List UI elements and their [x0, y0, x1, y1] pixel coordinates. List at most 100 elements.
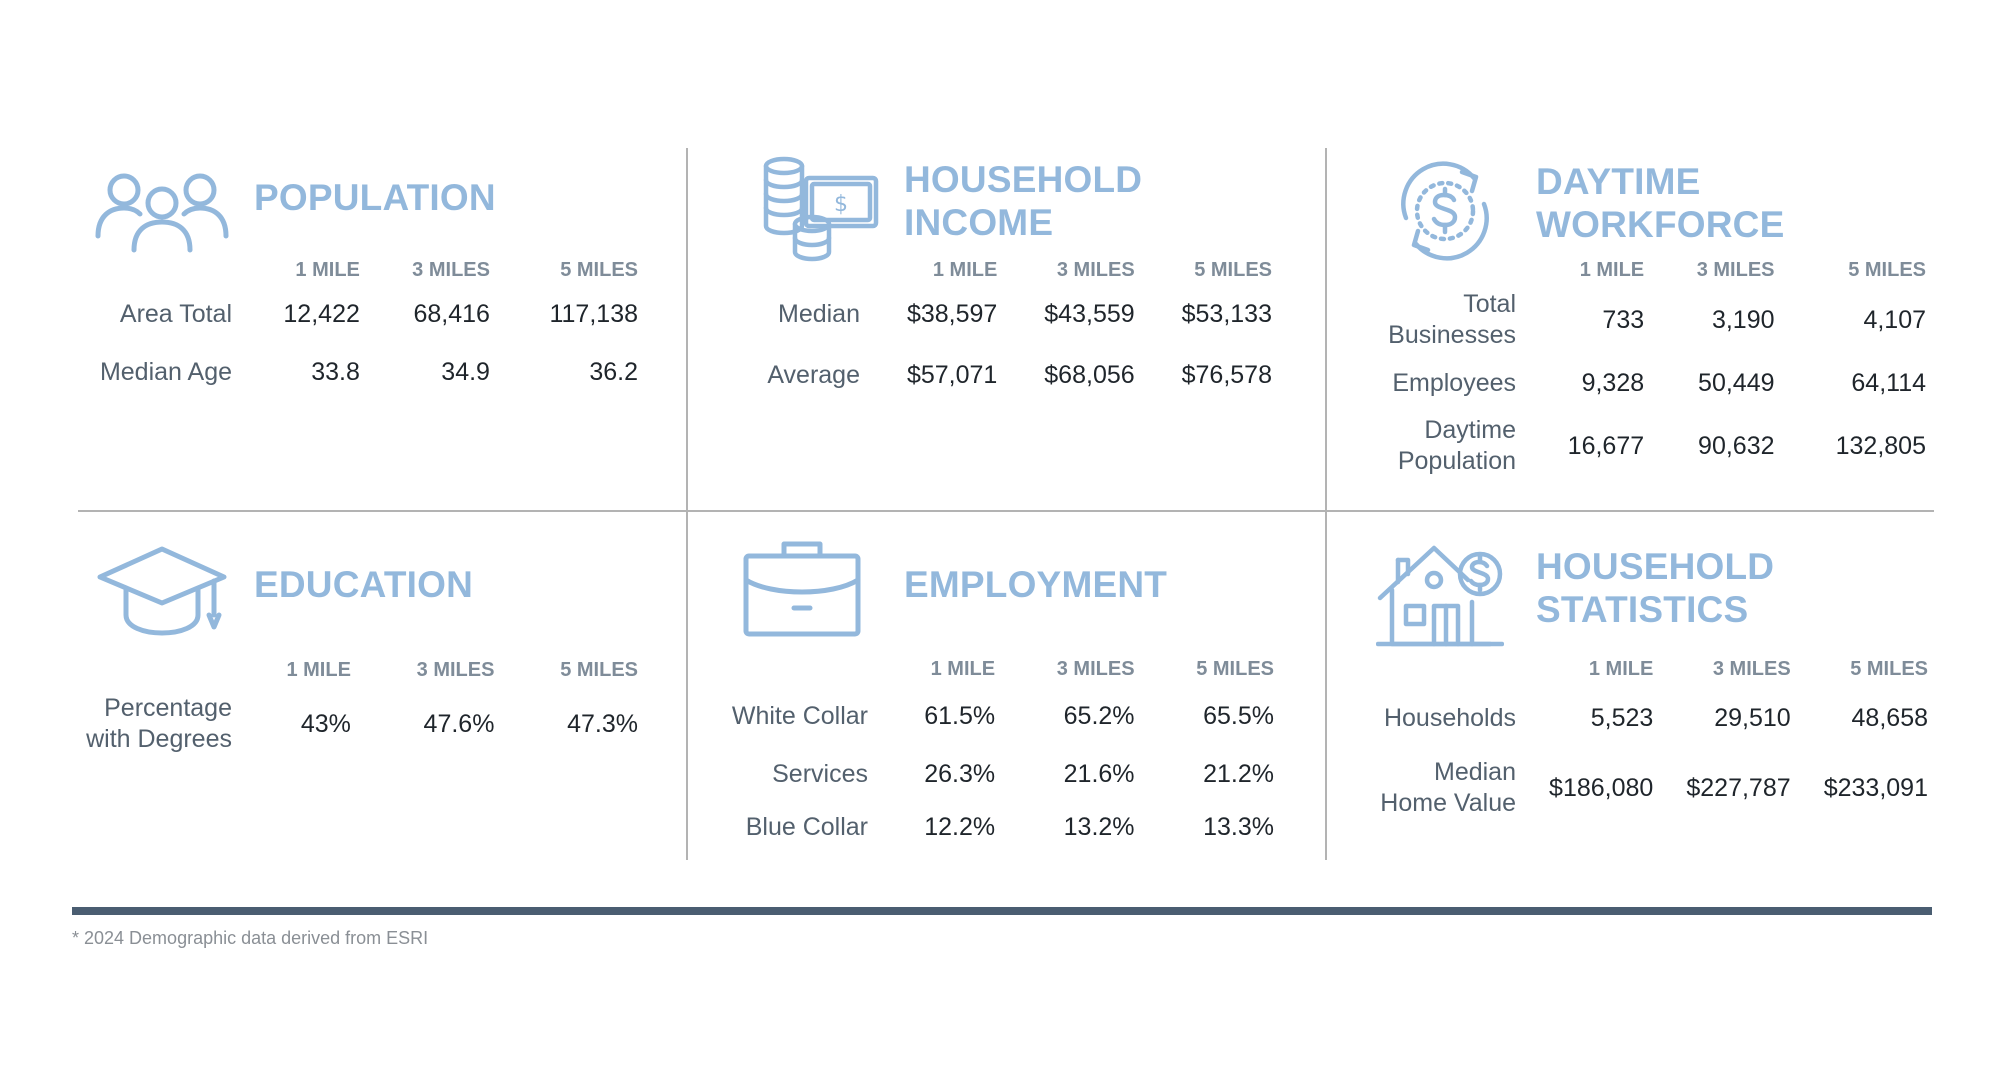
column-header-5-miles: 5 MILES: [560, 658, 638, 681]
value-cell: 48,658: [1851, 703, 1928, 732]
table-row: Average $57,071 $68,056 $76,578: [700, 343, 1272, 407]
value-cell: 33.8: [311, 357, 360, 386]
value-cell: 90,632: [1698, 431, 1775, 460]
table-row: Daytime Population 16,677 90,632 132,805: [1340, 411, 1926, 481]
value-cell: 47.3%: [567, 709, 638, 738]
value-cell: $68,056: [1044, 360, 1135, 389]
value-cell: 29,510: [1714, 703, 1791, 732]
column-header-5-miles: 5 MILES: [560, 258, 638, 281]
section-title-household-income: HOUSEHOLD INCOME: [904, 159, 1143, 243]
row-label-blue-collar: Blue Collar: [745, 812, 868, 841]
column-header-5-miles: 5 MILES: [1848, 258, 1926, 281]
section-title-population: POPULATION: [254, 177, 496, 218]
household-income-table: 1 MILE 3 MILES 5 MILES Median $38,597 $4…: [700, 255, 1272, 407]
table-row: Households 5,523 29,510 48,658: [1340, 684, 1928, 752]
row-label-white-collar: White Collar: [731, 701, 868, 730]
table-row: Total Businesses 733 3,190 4,107: [1340, 285, 1926, 355]
column-header-row: 1 MILE 3 MILES 5 MILES: [1340, 654, 1928, 684]
section-title-education: EDUCATION: [254, 564, 473, 605]
table-row: White Collar 61.5% 65.2% 65.5%: [700, 684, 1274, 748]
table-row: Area Total 12,422 68,416 117,138: [72, 285, 638, 343]
divider-horizontal: [78, 510, 1934, 512]
row-label-median: Median: [778, 299, 860, 328]
value-cell: 117,138: [549, 299, 638, 328]
value-cell: 4,107: [1863, 305, 1926, 334]
column-header-row: 1 MILE 3 MILES 5 MILES: [1340, 255, 1926, 285]
value-cell: 3,190: [1711, 305, 1775, 334]
value-cell: 34.9: [441, 357, 490, 386]
value-cell: 64,114: [1851, 368, 1926, 397]
value-cell: 12,422: [283, 299, 360, 328]
table-row: Median $38,597 $43,559 $53,133: [700, 285, 1272, 343]
value-cell: 26.3%: [924, 759, 996, 788]
row-label-employees: Employees: [1392, 368, 1516, 397]
value-cell: 65.2%: [1063, 701, 1135, 730]
column-header-5-miles: 5 MILES: [1850, 657, 1928, 680]
population-table: 1 MILE 3 MILES 5 MILES Area Total 12,422…: [72, 255, 638, 401]
value-cell: $227,787: [1686, 773, 1791, 802]
row-label-daytime-population: Daytime Population: [1397, 416, 1516, 475]
column-header-1-mile: 1 MILE: [286, 658, 351, 681]
section-title-employment: EMPLOYMENT: [904, 564, 1168, 605]
value-cell: 9,328: [1581, 368, 1645, 397]
value-cell: 132,805: [1835, 431, 1926, 460]
people-icon: [94, 170, 230, 254]
table-row: Services 26.3% 21.6% 21.2%: [700, 748, 1274, 800]
value-cell: 65.5%: [1203, 701, 1274, 730]
table-row: Median Age 33.8 34.9 36.2: [72, 343, 638, 401]
column-header-1-mile: 1 MILE: [295, 258, 360, 281]
money-coins-icon: $: [762, 156, 880, 264]
house-dollar-icon: [1376, 542, 1504, 648]
column-header-3-miles: 3 MILES: [1696, 258, 1775, 281]
value-cell: 5,523: [1590, 703, 1654, 732]
table-row: Median Home Value $186,080 $227,787 $233…: [1340, 752, 1928, 824]
value-cell: $43,559: [1044, 299, 1135, 328]
column-header-1-mile: 1 MILE: [932, 258, 998, 281]
row-label-median-age: Median Age: [99, 357, 232, 386]
education-table: 1 MILE 3 MILES 5 MILES Percentage with D…: [72, 655, 638, 763]
value-cell: 50,449: [1698, 368, 1775, 397]
footnote: * 2024 Demographic data derived from ESR…: [72, 928, 429, 948]
value-cell: 43%: [300, 709, 351, 738]
value-cell: $38,597: [906, 299, 998, 328]
value-cell: 16,677: [1567, 431, 1645, 460]
column-header-3-miles: 3 MILES: [1056, 657, 1135, 680]
table-row: Blue Collar 12.2% 13.2% 13.3%: [700, 800, 1274, 854]
divider-vertical-left: [686, 148, 688, 860]
svg-text:$: $: [834, 192, 848, 217]
column-header-row: 1 MILE 3 MILES 5 MILES: [72, 255, 638, 285]
row-label-total-businesses: Total Businesses: [1388, 290, 1516, 349]
value-cell: 21.2%: [1203, 759, 1274, 788]
row-label-median-home-value: Median Home Value: [1380, 758, 1516, 817]
value-cell: 13.3%: [1203, 812, 1274, 841]
divider-vertical-right: [1325, 148, 1327, 860]
value-cell: 21.6%: [1063, 759, 1135, 788]
footer-divider-bar: [72, 907, 1932, 915]
column-header-3-miles: 3 MILES: [1056, 258, 1135, 281]
column-header-3-miles: 3 MILES: [416, 658, 495, 681]
column-header-1-mile: 1 MILE: [930, 657, 996, 680]
column-header-5-miles: 5 MILES: [1194, 258, 1272, 281]
value-cell: 12.2%: [924, 812, 996, 841]
daytime-workforce-table: 1 MILE 3 MILES 5 MILES Total Businesses …: [1340, 255, 1926, 481]
value-cell: 13.2%: [1063, 812, 1135, 841]
value-cell: $57,071: [906, 360, 998, 389]
value-cell: 68,416: [413, 299, 490, 328]
value-cell: 36.2: [589, 357, 638, 386]
section-title-household-statistics: HOUSEHOLD STATISTICS: [1536, 546, 1775, 630]
row-label-services: Services: [772, 759, 868, 788]
column-header-5-miles: 5 MILES: [1196, 657, 1274, 680]
section-title-daytime-workforce: DAYTIME WORKFORCE: [1536, 161, 1785, 245]
value-cell: $53,133: [1181, 299, 1272, 328]
column-header-3-miles: 3 MILES: [1712, 657, 1791, 680]
column-header-1-mile: 1 MILE: [1588, 657, 1654, 680]
value-cell: 733: [1602, 305, 1645, 334]
dollar-cycle-icon: [1392, 158, 1498, 264]
value-cell: $186,080: [1549, 773, 1654, 802]
column-header-row: 1 MILE 3 MILES 5 MILES: [700, 255, 1272, 285]
graduation-cap-icon: [96, 545, 228, 637]
row-label-households: Households: [1383, 703, 1516, 732]
value-cell: $76,578: [1181, 360, 1272, 389]
value-cell: $233,091: [1823, 773, 1928, 802]
